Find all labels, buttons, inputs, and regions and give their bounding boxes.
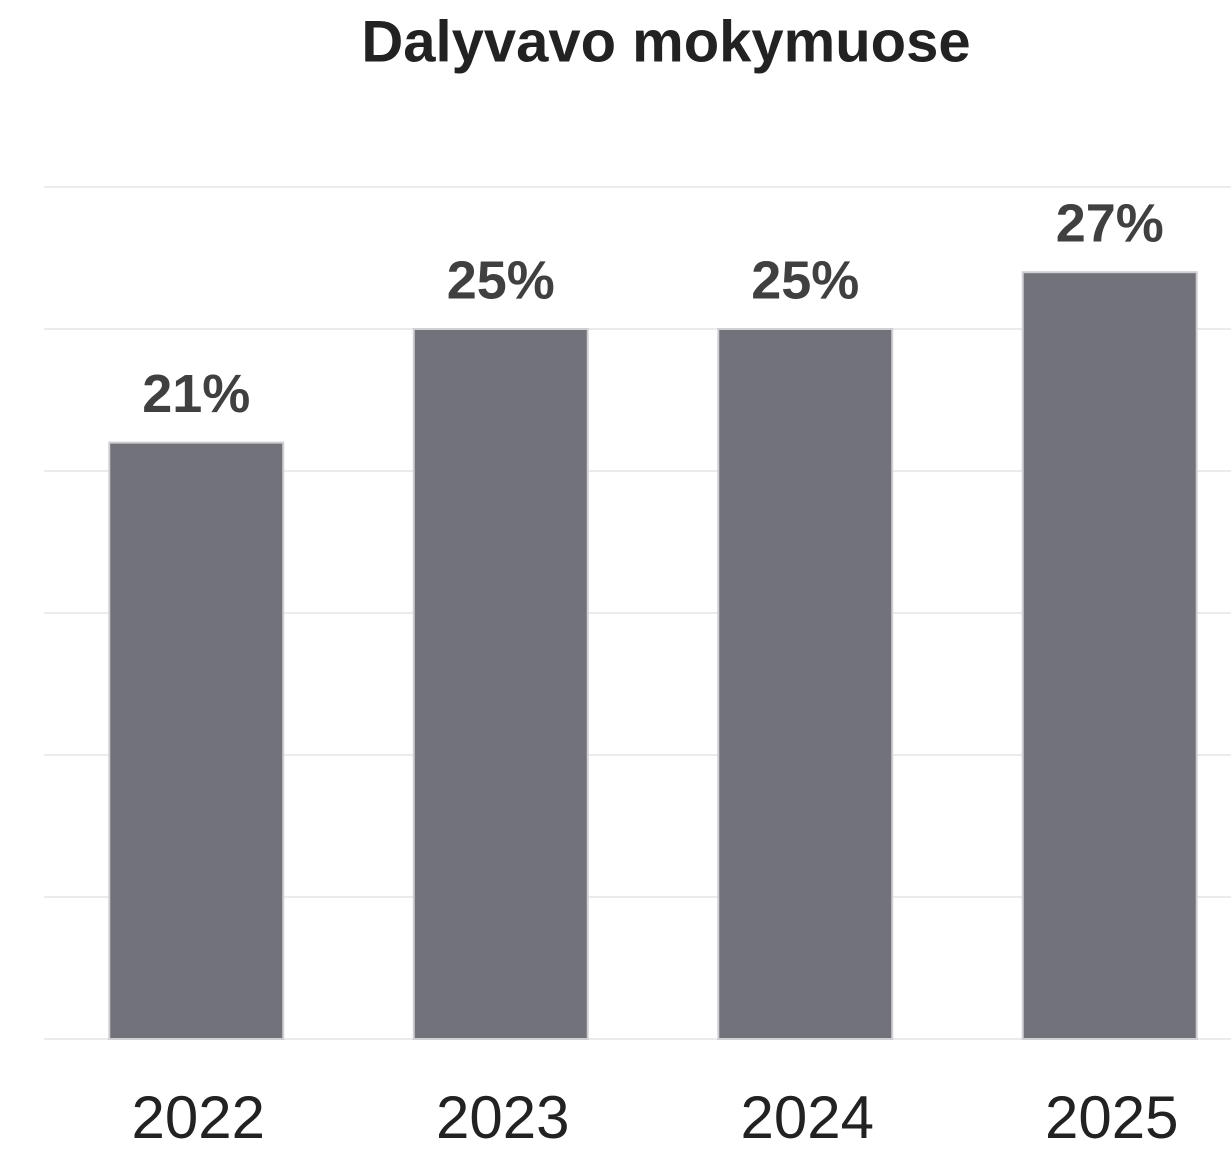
data-label: 25%: [751, 250, 859, 310]
bar: [717, 328, 894, 1040]
chart-title: Dalyvavo mokymuose: [361, 9, 970, 74]
bar: [1021, 271, 1198, 1040]
x-tick-label: 2025: [1045, 1084, 1178, 1151]
x-tick-label: 2022: [132, 1084, 265, 1151]
data-label: 25%: [447, 250, 555, 310]
x-tick-label: 2023: [436, 1084, 569, 1151]
bar: [412, 328, 589, 1040]
data-label: 27%: [1056, 193, 1164, 253]
x-tick-label: 2024: [741, 1084, 874, 1151]
bar: [108, 441, 285, 1041]
data-label: 21%: [142, 364, 250, 424]
